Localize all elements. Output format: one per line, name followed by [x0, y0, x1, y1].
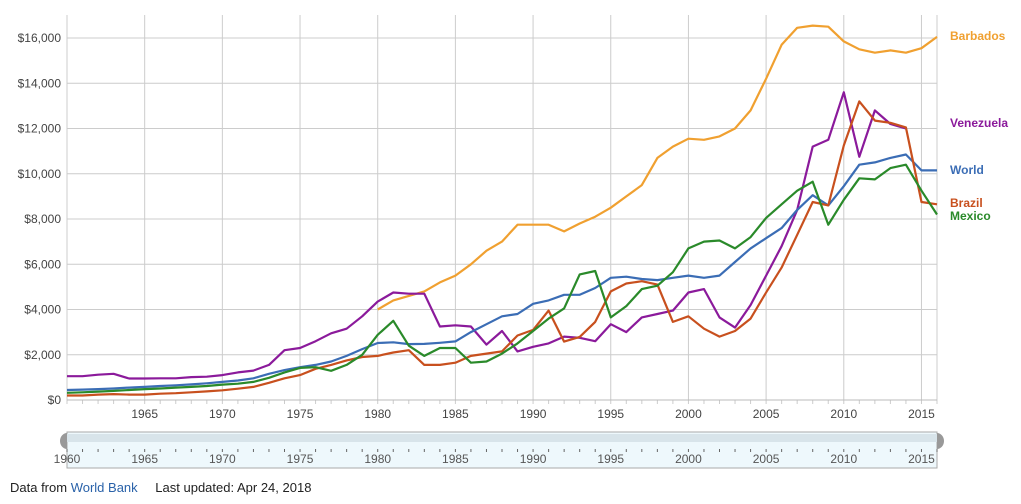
source-prefix: Data from: [10, 480, 68, 495]
navigator-tick-label: 1975: [287, 452, 314, 466]
navigator-tick-label: 1990: [520, 452, 547, 466]
last-updated: Last updated: Apr 24, 2018: [155, 480, 312, 495]
navigator-left-handle[interactable]: [60, 433, 67, 449]
x-tick-label: 1980: [364, 407, 391, 421]
x-tick-label: 2010: [830, 407, 857, 421]
y-axis: $0 $2,000 $4,000 $6,000 $8,000 $10,000 $12,000…: [18, 31, 62, 407]
legend-label-world: World: [950, 163, 984, 177]
source-link[interactable]: World Bank: [70, 480, 138, 495]
x-tick-label: 1985: [442, 407, 469, 421]
navigator-tick-label: 1960: [54, 452, 81, 466]
legend-label-mexico: Mexico: [950, 209, 991, 223]
y-tick-label: $12,000: [18, 122, 62, 136]
navigator-tick-label: 1985: [442, 452, 469, 466]
legend-label-venezuela: Venezuela: [950, 116, 1008, 130]
y-tick-label: $4,000: [24, 303, 61, 317]
x-tick-label: 2015: [908, 407, 935, 421]
navigator-tick-label: 1980: [364, 452, 391, 466]
x-tick-label: 1975: [287, 407, 314, 421]
y-tick-label: $2,000: [24, 348, 61, 362]
series-line-barbados: [377, 24, 938, 311]
legend-label-brazil: Brazil: [950, 196, 983, 210]
navigator-tick-label: 2000: [675, 452, 702, 466]
y-tick-label: $0: [48, 393, 62, 407]
x-tick-label: 1995: [597, 407, 624, 421]
gridlines: [66, 15, 938, 401]
navigator-tick-label: 2010: [830, 452, 857, 466]
series-line-world: [66, 153, 937, 392]
x-tick-label: 1990: [520, 407, 547, 421]
series-line-mexico: [66, 163, 938, 394]
y-tick-label: $10,000: [18, 167, 62, 181]
x-tick-label: 2005: [753, 407, 780, 421]
navigator-tick-label: 1965: [131, 452, 158, 466]
navigator-right-handle[interactable]: [937, 433, 944, 449]
x-tick-label: 1970: [209, 407, 236, 421]
x-tick-label: 2000: [675, 407, 702, 421]
series-line-brazil: [67, 100, 938, 397]
navigator-tick-label: 2005: [753, 452, 780, 466]
series-line-venezuela: [67, 91, 907, 380]
x-axis: 1965 1970 1975 1980 1985 1990 1995 2000 2005 2010…: [66, 399, 938, 421]
legend-label-barbados: Barbados: [950, 29, 1006, 43]
series-lines: [66, 24, 938, 397]
x-tick-label: 1965: [131, 407, 158, 421]
navigator-selection-band: [67, 434, 937, 442]
y-tick-label: $8,000: [24, 212, 61, 226]
footer: Data from World Bank Last updated: Apr 2…: [10, 480, 311, 495]
navigator-tick-label: 1995: [597, 452, 624, 466]
navigator-tick-label: 2015: [908, 452, 935, 466]
navigator-tick-label: 1970: [209, 452, 236, 466]
y-tick-label: $14,000: [18, 76, 62, 90]
y-tick-label: $6,000: [24, 257, 61, 271]
range-navigator[interactable]: 1960 1965 1970 1975 1980 1985 1990 1995 2000 2005…: [54, 431, 944, 469]
y-tick-label: $16,000: [18, 31, 62, 45]
